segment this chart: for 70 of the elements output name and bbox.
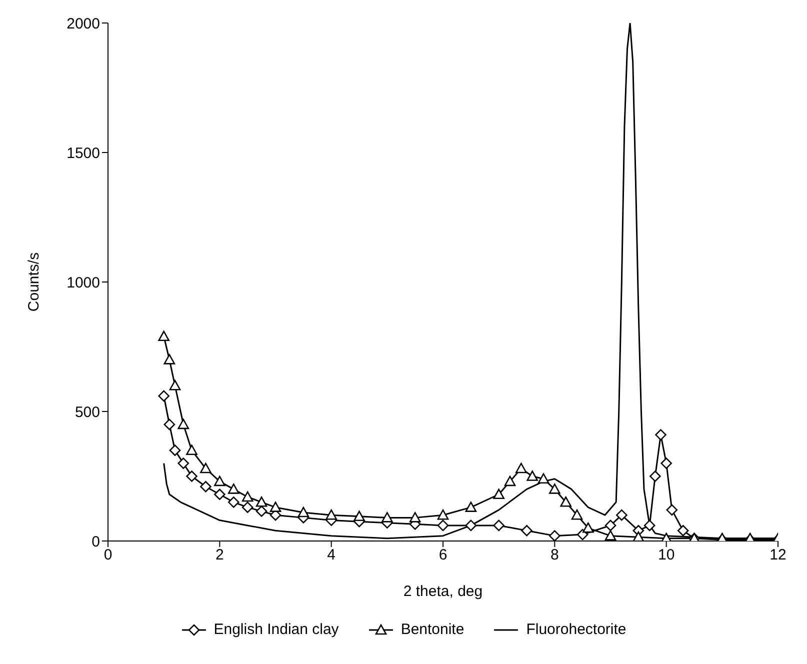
point <box>465 520 477 532</box>
point <box>228 496 240 508</box>
point <box>164 418 176 430</box>
point <box>655 429 666 440</box>
point <box>604 530 616 540</box>
x-tick-label: 12 <box>770 546 786 564</box>
x-tick-label: 6 <box>438 546 448 564</box>
point <box>178 458 190 469</box>
point <box>242 491 254 502</box>
point <box>256 506 268 517</box>
point <box>256 496 268 507</box>
point <box>437 509 449 520</box>
y-axis-title: Counts/s <box>25 252 42 312</box>
point <box>677 524 689 536</box>
point <box>164 354 176 364</box>
point <box>666 504 678 516</box>
point <box>516 462 527 474</box>
x-tick-label: 8 <box>550 546 559 564</box>
point <box>242 502 254 513</box>
x-axis-title: 2 theta, deg <box>403 583 483 600</box>
point <box>200 480 212 492</box>
x-tick-label: 4 <box>327 546 336 564</box>
point <box>409 512 421 522</box>
point <box>158 330 170 342</box>
point <box>571 509 583 520</box>
point <box>200 462 212 474</box>
legend-label: English Indian clay <box>212 621 339 638</box>
point <box>169 444 181 456</box>
y-tick-label: 0 <box>92 533 100 550</box>
point <box>616 509 628 521</box>
point <box>493 488 504 500</box>
point <box>228 484 240 494</box>
point <box>521 524 532 536</box>
point <box>660 458 672 469</box>
point <box>214 476 226 486</box>
legend-label: Fluorohectorite <box>525 621 626 638</box>
point <box>186 444 198 455</box>
point <box>437 520 449 532</box>
point <box>650 470 661 482</box>
point <box>560 496 572 507</box>
legend-label: Bentonite <box>400 621 464 638</box>
x-tick-label: 0 <box>104 546 112 564</box>
point <box>632 531 644 541</box>
point <box>354 510 365 522</box>
point <box>178 418 190 430</box>
point <box>382 512 393 522</box>
x-tick-label: 10 <box>658 546 675 564</box>
point <box>526 470 538 481</box>
point <box>465 502 477 512</box>
y-tick-label: 1000 <box>66 274 100 292</box>
x-tick-label: 2 <box>215 546 224 564</box>
point <box>493 520 504 532</box>
point <box>158 390 170 402</box>
y-tick-label: 500 <box>74 404 100 421</box>
point <box>504 476 516 486</box>
point <box>214 488 226 500</box>
point <box>169 380 181 390</box>
point <box>549 530 560 541</box>
point <box>298 506 310 518</box>
point <box>576 528 588 540</box>
point <box>604 520 616 532</box>
y-tick-label: 1500 <box>66 144 100 162</box>
point <box>549 484 560 494</box>
point <box>644 520 656 532</box>
y-tick-label: 2000 <box>66 15 100 32</box>
point <box>270 502 282 512</box>
point <box>186 470 198 482</box>
point <box>582 522 594 533</box>
point <box>538 473 550 484</box>
point <box>326 509 337 520</box>
